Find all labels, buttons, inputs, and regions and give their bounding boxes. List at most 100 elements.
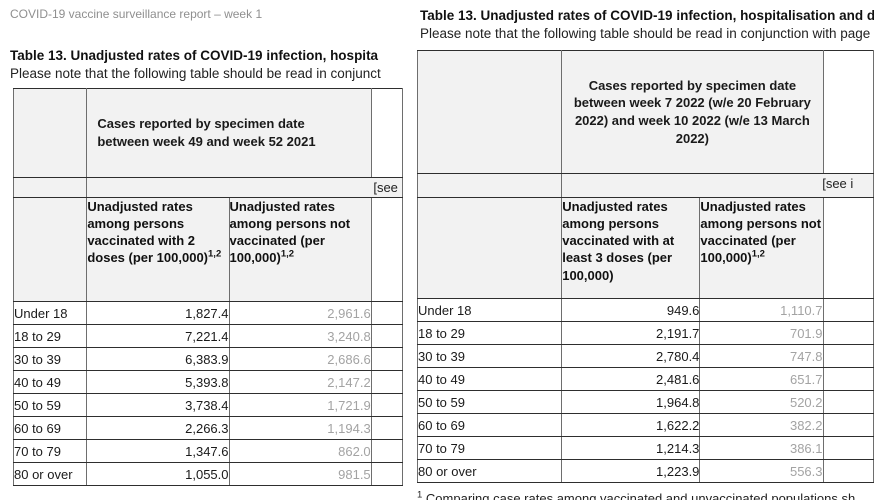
table-note-left: Please note that the following table sho… (10, 66, 381, 81)
clipped-column-cell (370, 197, 403, 302)
footnote-ref-row: [see (12, 177, 403, 198)
clipped-column-cell (822, 390, 874, 414)
vaccinated-rate-cell: 1,964.8 (561, 390, 701, 414)
unvaccinated-rate-cell: 701.9 (699, 321, 824, 345)
table-row: 70 to 79 1,214.3 386.1 (416, 436, 874, 460)
vaccinated-rate-cell: 2,780.4 (561, 344, 701, 368)
clipped-column-cell (370, 324, 403, 348)
unvaccinated-rate-cell: 382.2 (699, 413, 824, 437)
report-header-text: COVID-19 vaccine surveillance report – w… (10, 7, 263, 21)
age-group-cell: 40 to 49 (12, 370, 88, 394)
age-group-cell: 18 to 29 (416, 321, 563, 345)
clipped-column-cell (822, 298, 874, 322)
age-group-cell: 60 to 69 (12, 416, 88, 440)
period-header-cell: Cases reported by specimen date between … (561, 50, 824, 174)
column-header-row: Unadjusted rates among persons vaccinate… (12, 197, 403, 302)
age-group-cell: 50 to 59 (12, 393, 88, 417)
clipped-column-cell (370, 88, 403, 178)
clipped-column-cell (370, 439, 403, 463)
table-row: Under 18 1,827.4 2,961.6 (12, 301, 403, 325)
empty-cell (12, 197, 88, 302)
table-row: Under 18 949.6 1,110.7 (416, 298, 874, 322)
age-group-cell: 70 to 79 (416, 436, 563, 460)
clipped-column-cell (822, 50, 874, 174)
vaccinated-rate-cell: 2,481.6 (561, 367, 701, 391)
rates-table-right: Cases reported by specimen date between … (416, 50, 874, 483)
table-row: 18 to 29 2,191.7 701.9 (416, 321, 874, 345)
vaccinated-column-header: Unadjusted rates among persons vaccinate… (86, 197, 230, 302)
unvaccinated-rate-cell: 3,240.8 (228, 324, 372, 348)
footnote-superscript: 1,2 (280, 249, 295, 261)
clipped-column-cell (822, 413, 874, 437)
table-row: 40 to 49 5,393.8 2,147.2 (12, 370, 403, 394)
age-group-cell: 80 or over (416, 459, 563, 483)
unvaccinated-rate-cell: 747.8 (699, 344, 824, 368)
clipped-column-cell (370, 393, 403, 417)
unvaccinated-rate-cell: 556.3 (699, 459, 824, 483)
vaccinated-rate-cell: 1,055.0 (86, 462, 230, 486)
vaccinated-rate-cell: 1,214.3 (561, 436, 701, 460)
footnote-superscript: 1,2 (751, 249, 765, 261)
clipped-column-cell (822, 367, 874, 391)
table-row: 30 to 39 2,780.4 747.8 (416, 344, 874, 368)
vaccinated-rate-cell: 1,622.2 (561, 413, 701, 437)
vaccinated-rate-cell: 1,347.6 (86, 439, 230, 463)
vaccinated-rate-cell: 3,738.4 (86, 393, 230, 417)
vaccinated-column-header: Unadjusted rates among persons vaccinate… (561, 197, 701, 299)
period-header-cell: Cases reported by specimen date between … (86, 88, 372, 178)
age-group-cell: 50 to 59 (416, 390, 563, 414)
clipped-column-cell (370, 370, 403, 394)
unvaccinated-rate-cell: 981.5 (228, 462, 372, 486)
empty-cell (416, 197, 563, 299)
table-row: 18 to 29 7,221.4 3,240.8 (12, 324, 403, 348)
unvaccinated-rate-cell: 1,110.7 (699, 298, 824, 322)
age-group-cell: Under 18 (416, 298, 563, 322)
clipped-column-cell (822, 436, 874, 460)
footnote-ref-cell: [see (86, 177, 403, 198)
unvaccinated-column-header: Unadjusted rates among persons not vacci… (699, 197, 824, 299)
table-row: 50 to 59 3,738.4 1,721.9 (12, 393, 403, 417)
unvaccinated-rate-cell: 1,721.9 (228, 393, 372, 417)
age-group-cell: 30 to 39 (12, 347, 88, 371)
age-group-cell: Under 18 (12, 301, 88, 325)
empty-cell (416, 173, 563, 198)
footnote-number: 1 (417, 489, 423, 500)
unvaccinated-rate-cell: 2,686.6 (228, 347, 372, 371)
table-13-title-left: Table 13. Unadjusted rates of COVID-19 i… (10, 48, 379, 63)
footnote-superscript: 1,2 (208, 249, 222, 261)
period-header-row: Cases reported by specimen date between … (12, 88, 403, 178)
vaccinated-rate-cell: 949.6 (561, 298, 701, 322)
vaccinated-rate-cell: 5,393.8 (86, 370, 230, 394)
clipped-column-cell (822, 197, 874, 299)
footnote-ref-cell: [see i (561, 173, 874, 198)
age-group-cell: 40 to 49 (416, 367, 563, 391)
table-row: 50 to 59 1,964.8 520.2 (416, 390, 874, 414)
table-note-right: Please note that the following table sho… (420, 26, 871, 41)
clipped-column-cell (822, 321, 874, 345)
table-13-title-right: Table 13. Unadjusted rates of COVID-19 i… (420, 8, 874, 23)
table-row: 80 or over 1,055.0 981.5 (12, 462, 403, 486)
age-group-cell: 18 to 29 (12, 324, 88, 348)
footnote-ref-fragment: [see i (822, 176, 854, 191)
empty-corner-cell (416, 50, 563, 174)
clipped-column-cell (370, 416, 403, 440)
unvaccinated-rate-cell: 2,147.2 (228, 370, 372, 394)
clipped-column-cell (370, 462, 403, 486)
clipped-column-cell (370, 347, 403, 371)
age-group-cell: 70 to 79 (12, 439, 88, 463)
table-row: 60 to 69 2,266.3 1,194.3 (12, 416, 403, 440)
table-row: 80 or over 1,223.9 556.3 (416, 459, 874, 483)
age-group-cell: 60 to 69 (416, 413, 563, 437)
empty-cell (12, 177, 88, 198)
unvaccinated-rate-cell: 651.7 (699, 367, 824, 391)
footnote-ref-row: [see i (416, 173, 874, 198)
vaccinated-rate-cell: 1,827.4 (86, 301, 230, 325)
vaccinated-rate-cell: 7,221.4 (86, 324, 230, 348)
unvaccinated-rate-cell: 862.0 (228, 439, 372, 463)
vaccinated-rate-cell: 6,383.9 (86, 347, 230, 371)
clipped-column-cell (822, 459, 874, 483)
table-row: 60 to 69 1,622.2 382.2 (416, 413, 874, 437)
vaccinated-rate-cell: 2,266.3 (86, 416, 230, 440)
right-document-page: Table 13. Unadjusted rates of COVID-19 i… (408, 0, 874, 500)
